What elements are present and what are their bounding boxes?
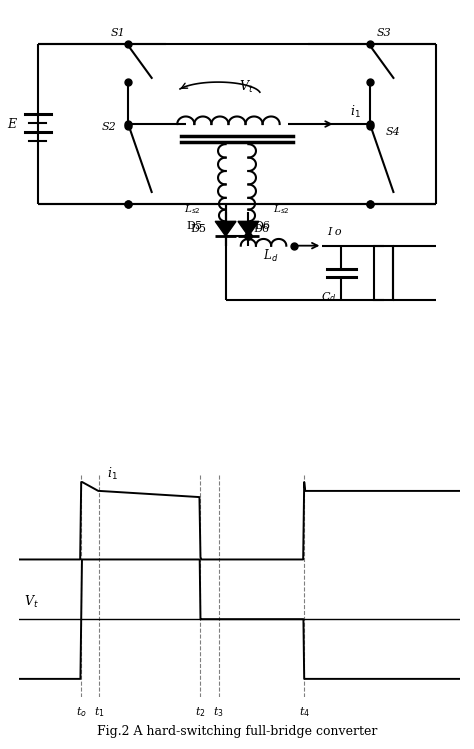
Text: D5: D5 xyxy=(191,224,207,234)
Text: t$_3$: t$_3$ xyxy=(213,706,224,719)
Text: t$_2$: t$_2$ xyxy=(195,706,206,719)
Text: t$_4$: t$_4$ xyxy=(299,706,310,719)
Text: Fig.2 A hard-switching full-bridge converter: Fig.2 A hard-switching full-bridge conve… xyxy=(97,725,377,738)
Text: D6: D6 xyxy=(255,221,271,231)
Text: V$_t$: V$_t$ xyxy=(24,594,39,610)
Text: L$_{s2}$: L$_{s2}$ xyxy=(184,203,201,216)
Text: t$_1$: t$_1$ xyxy=(94,706,105,719)
Text: S3: S3 xyxy=(376,28,392,38)
Text: t$_o$: t$_o$ xyxy=(76,706,87,719)
Text: S2: S2 xyxy=(101,122,117,133)
Text: i$_1$: i$_1$ xyxy=(107,466,118,482)
Polygon shape xyxy=(238,222,259,236)
Text: S4: S4 xyxy=(386,127,401,136)
Text: E: E xyxy=(8,118,17,130)
Text: i$_1$: i$_1$ xyxy=(350,103,361,120)
Text: I o: I o xyxy=(327,227,342,237)
Text: D5: D5 xyxy=(186,221,202,231)
Text: L$_{s2}$: L$_{s2}$ xyxy=(273,203,290,216)
Polygon shape xyxy=(215,222,236,236)
Text: D6: D6 xyxy=(253,224,269,234)
Text: V$_t$: V$_t$ xyxy=(239,79,254,94)
Text: C$_d$: C$_d$ xyxy=(321,290,337,303)
Bar xyxy=(374,246,393,300)
Text: S1: S1 xyxy=(111,28,126,38)
Text: L$_d$: L$_d$ xyxy=(264,249,279,264)
